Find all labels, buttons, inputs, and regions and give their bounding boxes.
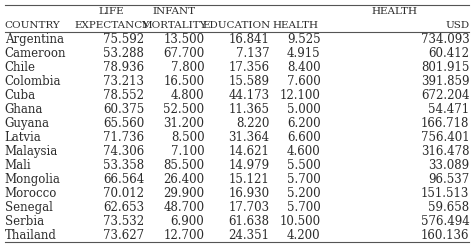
- Text: 78.936: 78.936: [103, 61, 144, 74]
- Text: 672.204: 672.204: [421, 88, 469, 102]
- Text: 13.500: 13.500: [164, 33, 204, 45]
- Text: 5.700: 5.700: [287, 201, 320, 214]
- Text: 4.200: 4.200: [287, 228, 320, 242]
- Text: 7.137: 7.137: [236, 46, 270, 60]
- Text: 7.600: 7.600: [287, 75, 320, 87]
- Text: Colombia: Colombia: [5, 75, 61, 87]
- Text: 59.658: 59.658: [428, 201, 469, 214]
- Text: Serbia: Serbia: [5, 215, 44, 227]
- Text: 8.220: 8.220: [236, 117, 270, 129]
- Text: Malaysia: Malaysia: [5, 144, 58, 158]
- Text: 62.653: 62.653: [103, 201, 144, 214]
- Text: 12.100: 12.100: [280, 88, 320, 102]
- Text: 48.700: 48.700: [164, 201, 204, 214]
- Text: 14.979: 14.979: [228, 159, 270, 172]
- Text: 26.400: 26.400: [164, 173, 204, 185]
- Text: Senegal: Senegal: [5, 201, 53, 214]
- Text: 44.173: 44.173: [228, 88, 270, 102]
- Text: 16.841: 16.841: [228, 33, 270, 45]
- Text: 6.200: 6.200: [287, 117, 320, 129]
- Text: 70.012: 70.012: [103, 186, 144, 200]
- Text: 96.537: 96.537: [428, 173, 469, 185]
- Text: 15.121: 15.121: [229, 173, 270, 185]
- Text: 391.859: 391.859: [421, 75, 469, 87]
- Text: 60.412: 60.412: [428, 46, 469, 60]
- Text: Mongolia: Mongolia: [5, 173, 61, 185]
- Text: 5.500: 5.500: [287, 159, 320, 172]
- Text: 33.089: 33.089: [428, 159, 469, 172]
- Text: 85.500: 85.500: [164, 159, 204, 172]
- Text: 31.200: 31.200: [164, 117, 204, 129]
- Text: Morocco: Morocco: [5, 186, 57, 200]
- Text: 53.288: 53.288: [103, 46, 144, 60]
- Text: MORTALITY: MORTALITY: [141, 21, 207, 30]
- Text: 73.213: 73.213: [103, 75, 144, 87]
- Text: 75.592: 75.592: [103, 33, 144, 45]
- Text: 67.700: 67.700: [163, 46, 204, 60]
- Text: 4.915: 4.915: [287, 46, 320, 60]
- Text: Mali: Mali: [5, 159, 31, 172]
- Text: Cuba: Cuba: [5, 88, 36, 102]
- Text: 5.200: 5.200: [287, 186, 320, 200]
- Text: INFANT: INFANT: [153, 6, 196, 16]
- Text: 11.365: 11.365: [228, 103, 270, 116]
- Text: 52.500: 52.500: [164, 103, 204, 116]
- Text: 7.800: 7.800: [171, 61, 204, 74]
- Text: 61.638: 61.638: [228, 215, 270, 227]
- Text: 576.494: 576.494: [420, 215, 469, 227]
- Text: 71.736: 71.736: [103, 131, 144, 144]
- Text: 8.400: 8.400: [287, 61, 320, 74]
- Text: USD: USD: [445, 21, 469, 30]
- Text: 16.930: 16.930: [228, 186, 270, 200]
- Text: Guyana: Guyana: [5, 117, 50, 129]
- Text: 4.600: 4.600: [287, 144, 320, 158]
- Text: 73.627: 73.627: [103, 228, 144, 242]
- Text: 12.700: 12.700: [164, 228, 204, 242]
- Text: 65.560: 65.560: [103, 117, 144, 129]
- Text: LIFE: LIFE: [99, 6, 124, 16]
- Text: 60.375: 60.375: [103, 103, 144, 116]
- Text: 17.703: 17.703: [228, 201, 270, 214]
- Text: 17.356: 17.356: [228, 61, 270, 74]
- Text: 4.800: 4.800: [171, 88, 204, 102]
- Text: 160.136: 160.136: [421, 228, 469, 242]
- Text: 166.718: 166.718: [421, 117, 469, 129]
- Text: 78.552: 78.552: [103, 88, 144, 102]
- Text: 151.513: 151.513: [421, 186, 469, 200]
- Text: 801.915: 801.915: [421, 61, 469, 74]
- Text: 10.500: 10.500: [280, 215, 320, 227]
- Text: Latvia: Latvia: [5, 131, 42, 144]
- Text: 14.621: 14.621: [228, 144, 270, 158]
- Text: 8.500: 8.500: [171, 131, 204, 144]
- Text: 15.589: 15.589: [228, 75, 270, 87]
- Text: 7.100: 7.100: [171, 144, 204, 158]
- Text: HEALTH: HEALTH: [272, 21, 318, 30]
- Text: COUNTRY: COUNTRY: [5, 21, 61, 30]
- Text: 24.351: 24.351: [228, 228, 270, 242]
- Text: HEALTH: HEALTH: [372, 6, 418, 16]
- Text: 6.600: 6.600: [287, 131, 320, 144]
- Text: 734.093: 734.093: [420, 33, 469, 45]
- Text: 29.900: 29.900: [164, 186, 204, 200]
- Text: 6.900: 6.900: [171, 215, 204, 227]
- Text: EDUCATION: EDUCATION: [203, 21, 271, 30]
- Text: 5.700: 5.700: [287, 173, 320, 185]
- Text: Argentina: Argentina: [5, 33, 64, 45]
- Text: Thailand: Thailand: [5, 228, 56, 242]
- Text: EXPECTANCY: EXPECTANCY: [74, 21, 149, 30]
- Text: 5.000: 5.000: [287, 103, 320, 116]
- Text: 66.564: 66.564: [103, 173, 144, 185]
- Text: 53.358: 53.358: [103, 159, 144, 172]
- Text: Cameroon: Cameroon: [5, 46, 66, 60]
- Text: Ghana: Ghana: [5, 103, 43, 116]
- Text: 31.364: 31.364: [228, 131, 270, 144]
- Text: 74.306: 74.306: [103, 144, 144, 158]
- Text: 9.525: 9.525: [287, 33, 320, 45]
- Text: 73.532: 73.532: [103, 215, 144, 227]
- Text: 316.478: 316.478: [421, 144, 469, 158]
- Text: 16.500: 16.500: [164, 75, 204, 87]
- Text: 756.401: 756.401: [420, 131, 469, 144]
- Text: Chile: Chile: [5, 61, 36, 74]
- Text: 54.471: 54.471: [428, 103, 469, 116]
